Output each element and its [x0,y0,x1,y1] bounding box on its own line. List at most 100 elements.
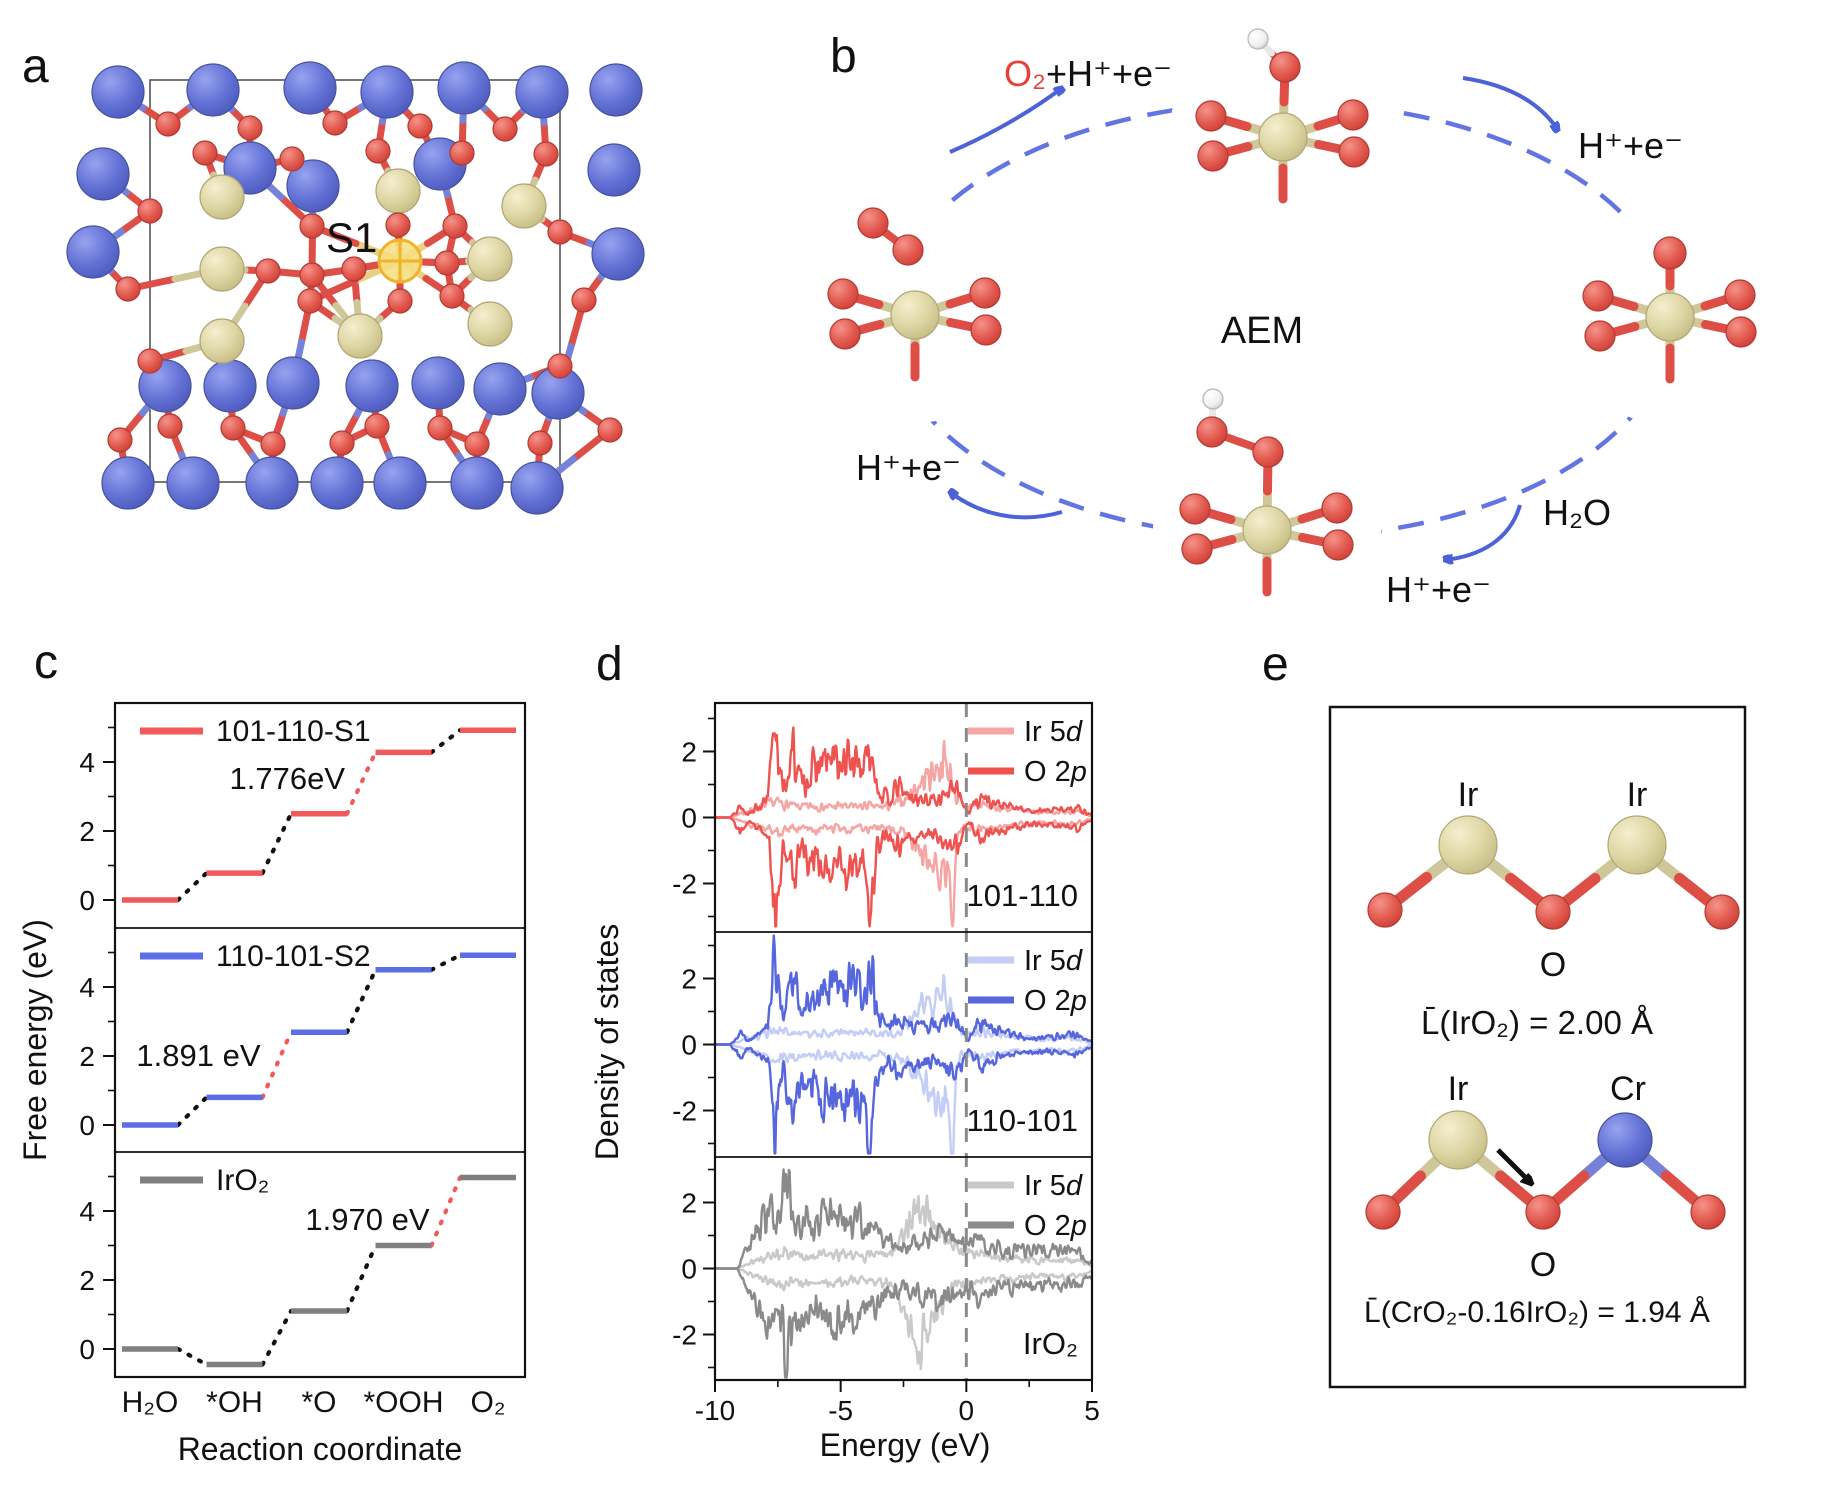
deprotonation-arrow-bottom-left [950,492,1063,520]
o2-release-label: O₂+H⁺+e⁻ [1004,53,1172,94]
oxygen-atom [107,427,133,453]
free-energy-y-axis-title: Free energy (eV) [17,919,53,1161]
oxygen-atom [1337,99,1369,131]
y-tick-label: 4 [79,972,95,1003]
free-energy-series-110-101-S2: 1.891 eV 110-101-S2 [122,940,516,1128]
dos-chart: -2 0 2 Ir 5d O 2p 101-110 -2 0 2 Ir 5d O 2p 110-101… [672,701,1100,1426]
metal-blue-atom [203,359,257,413]
oxygen-atom [297,288,323,314]
iridium-atom [467,236,513,282]
y-tick-label: -2 [672,1096,697,1127]
metal-blue-atom [310,456,364,510]
metal-blue-atom [589,63,643,117]
free-energy-chart: 1.776eV 101-110-S1 1.891 eV 110-101-S2 1.970… [79,701,527,1419]
panel-a-crystal-structure [66,61,645,515]
panel-e-label: e [1262,638,1289,691]
o2-release-arrow [949,88,1062,154]
dos-curve-down [715,1043,1092,1155]
free-energy-series-IrO₂: 1.970 eV IrO₂ [122,1164,516,1368]
oxygen-atom [341,256,367,282]
free-o2-molecule [857,207,924,266]
oxygen-atom [1322,529,1354,561]
oxo-oxygen-atom [1653,236,1687,270]
y-tick-label: 0 [681,1254,697,1285]
barrier-value-label: 1.891 eV [136,1038,260,1073]
iridium-center-atom [890,290,940,340]
oxygen-atom [969,277,1001,309]
metal-blue-atom [76,147,130,201]
step-connector [429,953,463,972]
oxygen-atom [137,198,163,224]
oxygen-atom [1321,492,1353,524]
metal-blue-atom [591,227,645,281]
oxygen-atom [464,431,490,457]
legend-label: 110-101-S2 [216,940,371,973]
iridium-atom [375,168,421,214]
legend-label: O 2p [1024,756,1087,788]
surface-label: IrO₂ [1023,1326,1078,1361]
e-top-right-ir-label: Ir [1627,776,1648,814]
panel-e-box [1328,705,1747,1389]
iridium-atom [199,246,245,292]
dos-subplot-101-110 [715,726,1092,928]
e-top-bridge-o-label: O [1540,946,1566,984]
aem-center-label: AEM [1221,310,1303,352]
oxygen-atom [442,213,468,239]
dos-x-axis-title: Energy (eV) [820,1427,991,1463]
panel-b-aem-cycle [807,23,1778,644]
rate-limiting-step-connector [429,1175,463,1248]
hydroxyl-oxygen-atom [1269,51,1301,83]
y-tick-label: 2 [681,737,697,768]
oxygen-atom [192,140,218,166]
metal-blue-atom [373,456,427,510]
x-tick-label: -5 [828,1395,853,1426]
step-connector [175,1346,209,1367]
oxygen-atom [597,417,623,443]
dos-curve-down [715,816,1092,928]
y-tick-label: 0 [79,1334,95,1365]
e-bottom-bond-length-value: L̄(CrO₂-0.16IrO₂) = 1.94 Å [1364,1296,1710,1329]
oxygen-atom [427,415,453,441]
e-top-bond-length-value: L̄(IrO₂) = 2.00 Å [1421,1004,1653,1041]
x-category-label: *OH [206,1386,263,1419]
oxygen-atom [434,250,460,276]
oxygen-atom [1181,533,1213,565]
free-energy-x-axis-title: Reaction coordinate [178,1431,463,1467]
e-top-left-ir-label: Ir [1458,776,1479,814]
oxygen-atom [829,318,861,350]
iridium-center-atom [1242,505,1292,555]
s1-site-highlight [377,238,423,284]
metal-blue-atom [186,63,240,117]
x-tick-label: 0 [959,1395,975,1426]
dos-curve-down [715,1267,1092,1379]
iridium-atom [199,174,245,220]
oxygen-atom [449,140,475,166]
barrier-value-label: 1.776eV [230,761,346,796]
x-tick-label: -10 [695,1395,735,1426]
dos-subplot-IrO₂ [715,1168,1092,1379]
proton-electron-bottom-left-label: H⁺+e⁻ [856,447,961,488]
oxygen-atom [260,431,286,457]
metal-blue-atom [411,356,465,410]
charge-transfer-arrow [1496,1148,1531,1183]
y-tick-label: 0 [79,885,95,916]
bridge-oxygen-atom [1535,894,1571,930]
iridium-atom [1428,1110,1488,1170]
metal-blue-atom [286,159,340,213]
y-tick-label: 2 [79,1265,95,1296]
metal-blue-atom [266,356,320,410]
metal-blue-atom [245,456,299,510]
x-category-label: O₂ [471,1386,506,1419]
y-tick-label: -2 [672,869,697,900]
oxygen-atom [547,353,573,379]
oxygen-atom [1338,136,1370,168]
oxygen-atom [970,314,1002,346]
dos-curve-up [715,726,1092,819]
oxygen-atom [385,212,411,238]
x-tick-label: 5 [1084,1395,1100,1426]
rate-limiting-step-connector [260,1030,294,1100]
hydrogen-atom [1202,388,1224,410]
water-adsorption-arrow [1445,504,1522,560]
